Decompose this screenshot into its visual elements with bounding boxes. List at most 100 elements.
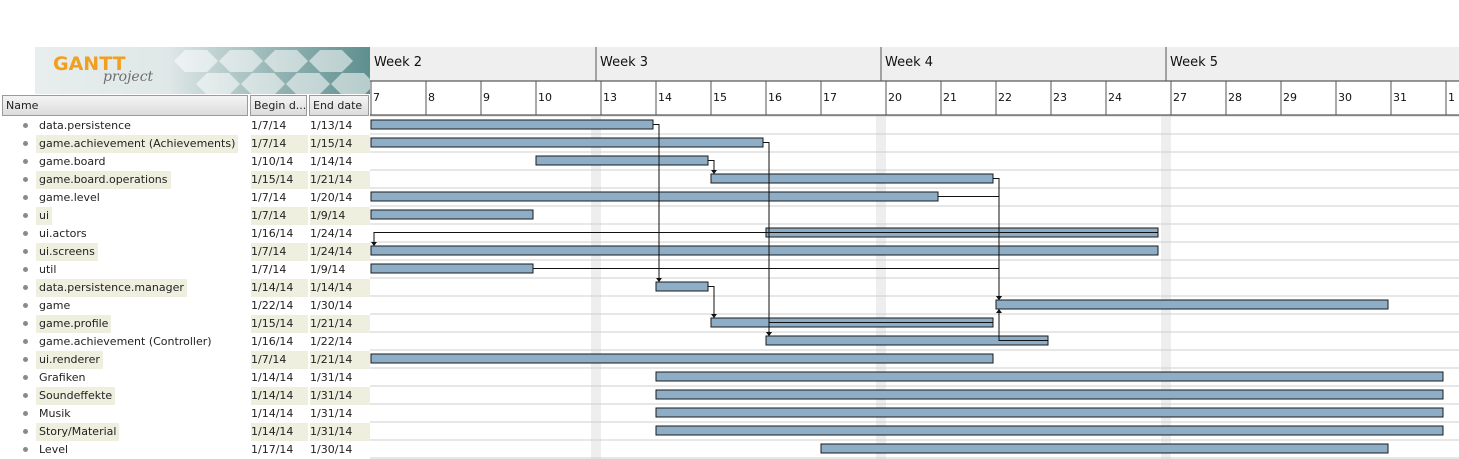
task-bar[interactable] [820,443,1389,454]
task-row[interactable]: game.board.operations 1/15/14 1/21/14 [0,171,370,189]
task-begin-date[interactable]: 1/14/14 [251,407,294,420]
task-row[interactable]: Level 1/17/14 1/30/14 [0,441,370,459]
task-begin-date[interactable]: 1/7/14 [251,351,308,369]
task-end-date[interactable]: 1/31/14 [310,371,353,384]
task-begin-date[interactable]: 1/16/14 [251,335,294,348]
task-end-date[interactable]: 1/21/14 [310,315,370,333]
task-name[interactable]: Musik [39,407,71,420]
task-row[interactable]: game.achievement (Controller) 1/16/14 1/22… [0,333,370,351]
task-end-date[interactable]: 1/30/14 [310,443,353,456]
task-row[interactable]: data.persistence 1/7/14 1/13/14 [0,117,370,135]
task-row[interactable]: game.achievement (Achievements) 1/7/14 1/1… [0,135,370,153]
task-name[interactable]: Level [39,443,69,456]
task-begin-date[interactable]: 1/14/14 [251,371,294,384]
dependency-line [708,286,715,318]
task-row[interactable]: game.profile 1/15/14 1/21/14 [0,315,370,333]
task-begin-date[interactable]: 1/10/14 [251,155,294,168]
task-bar[interactable] [535,155,709,166]
task-bar[interactable] [710,173,994,184]
task-name[interactable]: game.level [39,191,100,204]
task-row[interactable]: game 1/22/14 1/30/14 [0,297,370,315]
task-end-date[interactable]: 1/31/14 [310,387,370,405]
column-header-name[interactable]: Name [2,95,248,116]
task-bar[interactable] [370,191,939,202]
task-name[interactable]: ui.renderer [36,351,103,369]
task-end-date[interactable]: 1/13/14 [310,119,353,132]
task-bar[interactable] [655,389,1444,400]
task-row[interactable]: Grafiken 1/14/14 1/31/14 [0,369,370,387]
task-name[interactable]: ui.screens [36,243,98,261]
task-name[interactable]: game.achievement (Controller) [39,335,212,348]
task-bar[interactable] [370,263,534,274]
task-end-date[interactable]: 1/21/14 [310,351,370,369]
task-bar[interactable] [370,119,654,130]
task-end-date[interactable]: 1/24/14 [310,227,353,240]
task-bullet-icon [23,231,28,236]
task-begin-date[interactable]: 1/14/14 [251,423,308,441]
task-begin-date[interactable]: 1/17/14 [251,443,294,456]
task-name[interactable]: data.persistence.manager [36,279,187,297]
task-row[interactable]: game.board 1/10/14 1/14/14 [0,153,370,171]
task-name[interactable]: game.profile [36,315,112,333]
task-bar[interactable] [655,425,1444,436]
task-bar[interactable] [370,353,994,364]
task-begin-date[interactable]: 1/15/14 [251,315,308,333]
task-row[interactable]: util 1/7/14 1/9/14 [0,261,370,279]
task-row[interactable]: Story/Material 1/14/14 1/31/14 [0,423,370,441]
task-bullet-icon [23,285,28,290]
task-begin-date[interactable]: 1/7/14 [251,243,308,261]
task-bar[interactable] [655,371,1444,382]
task-row[interactable]: ui.renderer 1/7/14 1/21/14 [0,351,370,369]
task-name[interactable]: game.achievement (Achievements) [36,135,239,153]
task-name[interactable]: Story/Material [36,423,120,441]
task-bullet-icon [23,303,28,308]
task-row[interactable]: Musik 1/14/14 1/31/14 [0,405,370,423]
task-row[interactable]: Soundeffekte 1/14/14 1/31/14 [0,387,370,405]
task-begin-date[interactable]: 1/7/14 [251,119,287,132]
task-end-date[interactable]: 1/31/14 [310,407,353,420]
task-name[interactable]: data.persistence [39,119,131,132]
task-begin-date[interactable]: 1/22/14 [251,299,294,312]
task-row[interactable]: data.persistence.manager 1/14/14 1/14/14 [0,279,370,297]
task-bar[interactable] [655,407,1444,418]
task-name[interactable]: util [39,263,57,276]
task-begin-date[interactable]: 1/7/14 [251,191,287,204]
task-name[interactable]: ui.actors [39,227,87,240]
task-end-date[interactable]: 1/15/14 [310,135,370,153]
task-name[interactable]: ui [36,207,53,225]
task-end-date[interactable]: 1/9/14 [310,207,370,225]
task-bar[interactable] [370,209,534,220]
task-end-date[interactable]: 1/14/14 [310,279,370,297]
task-end-date[interactable]: 1/14/14 [310,155,353,168]
task-end-date[interactable]: 1/31/14 [310,423,370,441]
task-name[interactable]: Grafiken [39,371,86,384]
task-begin-date[interactable]: 1/7/14 [251,135,308,153]
task-row[interactable]: ui.screens 1/7/14 1/24/14 [0,243,370,261]
column-header-end-date[interactable]: End date [309,95,369,116]
task-bar[interactable] [370,137,764,148]
task-end-date[interactable]: 1/24/14 [310,243,370,261]
task-name[interactable]: game [39,299,71,312]
task-row[interactable]: ui 1/7/14 1/9/14 [0,207,370,225]
task-begin-date[interactable]: 1/7/14 [251,207,308,225]
task-begin-date[interactable]: 1/14/14 [251,387,308,405]
task-end-date[interactable]: 1/21/14 [310,171,370,189]
task-begin-date[interactable]: 1/7/14 [251,263,287,276]
task-row[interactable]: game.level 1/7/14 1/20/14 [0,189,370,207]
task-name[interactable]: game.board.operations [36,171,171,189]
task-bar[interactable] [995,299,1389,310]
task-name[interactable]: game.board [39,155,106,168]
task-end-date[interactable]: 1/22/14 [310,335,353,348]
task-begin-date[interactable]: 1/16/14 [251,227,294,240]
task-begin-date[interactable]: 1/15/14 [251,171,308,189]
task-name[interactable]: Soundeffekte [36,387,116,405]
dependency-arrowhead [996,309,1002,313]
column-header-begin-date[interactable]: Begin d... [250,95,307,116]
task-end-date[interactable]: 1/9/14 [310,263,346,276]
task-begin-date[interactable]: 1/14/14 [251,279,308,297]
task-bar[interactable] [370,245,1159,256]
task-end-date[interactable]: 1/30/14 [310,299,353,312]
task-end-date[interactable]: 1/20/14 [310,191,353,204]
task-row[interactable]: ui.actors 1/16/14 1/24/14 [0,225,370,243]
task-bar[interactable] [655,281,709,292]
